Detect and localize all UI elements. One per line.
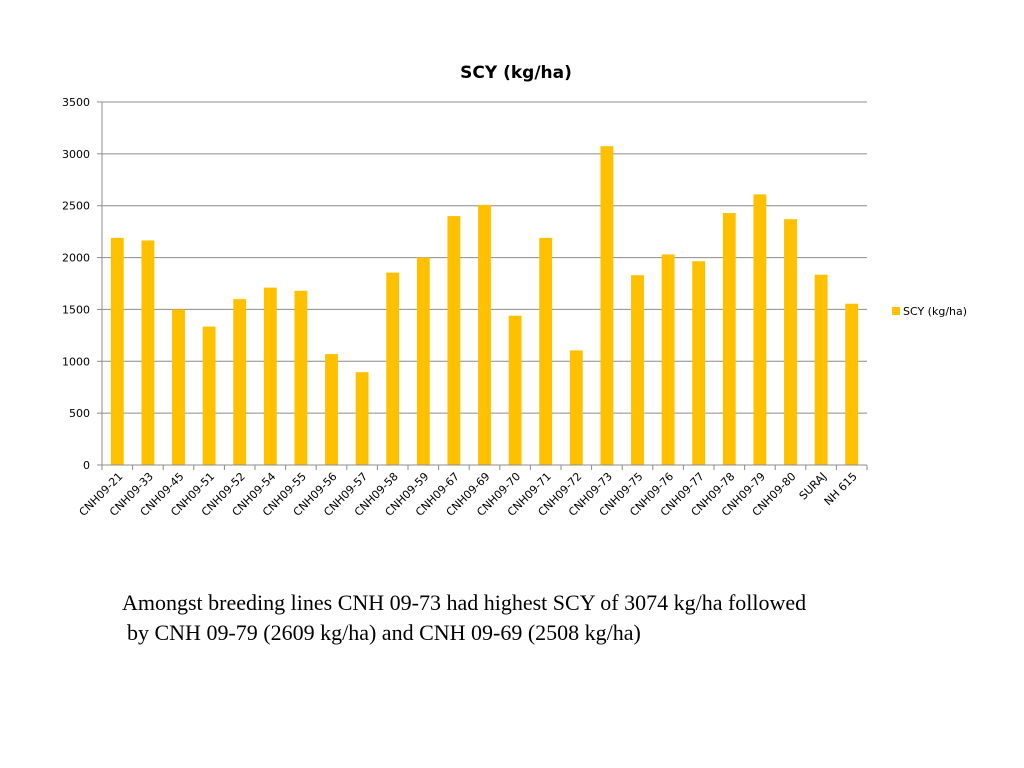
bar — [753, 194, 767, 465]
bar — [416, 257, 430, 465]
chart-svg: SCY (kg/ha) 0 500 1000 1500 2000 2500 3000 3500… — [62, 63, 967, 519]
bar — [814, 274, 828, 465]
y-tick-label: 3500 — [62, 96, 90, 109]
bar — [478, 204, 491, 465]
legend: SCY (kg/ha) — [892, 305, 967, 318]
chart-title: SCY (kg/ha) — [460, 63, 572, 83]
y-axis-ticks: 0 500 1000 1500 2000 2500 3000 3500 — [62, 96, 102, 472]
bar — [722, 212, 736, 465]
axes — [101, 102, 868, 470]
bar — [110, 237, 124, 465]
bar — [294, 290, 308, 465]
bar — [784, 219, 797, 465]
bar — [600, 146, 614, 465]
bar — [692, 261, 706, 465]
legend-label: SCY (kg/ha) — [903, 305, 967, 318]
bar — [233, 299, 247, 465]
bars — [110, 146, 859, 465]
legend-swatch — [892, 307, 900, 315]
caption-text: Amongst breeding lines CNH 09-73 had hig… — [122, 588, 982, 648]
x-tick-label: NH 615 — [822, 470, 860, 508]
caption-line-1: Amongst breeding lines CNH 09-73 had hig… — [122, 590, 807, 615]
bar — [569, 350, 583, 465]
y-tick-label: 0 — [83, 459, 90, 472]
bar — [508, 315, 522, 465]
bar — [355, 372, 369, 465]
y-tick-label: 1500 — [62, 303, 90, 316]
bar — [202, 326, 216, 465]
bar — [263, 287, 277, 465]
caption-line-2: by CNH 09-79 (2609 kg/ha) and CNH 09-69 … — [127, 620, 641, 645]
bar — [386, 272, 400, 465]
y-tick-label: 500 — [69, 407, 90, 420]
bar — [172, 309, 185, 465]
y-tick-label: 3000 — [62, 148, 90, 161]
bar — [631, 275, 644, 465]
bar — [661, 254, 675, 465]
bar — [539, 237, 553, 465]
bar-chart: SCY (kg/ha) 0 500 1000 1500 2000 2500 3000 3500… — [62, 63, 967, 519]
bar — [325, 354, 338, 465]
bar — [845, 303, 859, 465]
x-axis-labels: CNH09-21CNH09-33CNH09-45CNH09-51CNH09-52… — [77, 470, 860, 519]
bar — [447, 216, 461, 465]
y-tick-label: 2000 — [62, 252, 90, 265]
bar — [141, 240, 155, 465]
y-tick-label: 1000 — [62, 355, 90, 368]
y-tick-label: 2500 — [62, 200, 90, 213]
